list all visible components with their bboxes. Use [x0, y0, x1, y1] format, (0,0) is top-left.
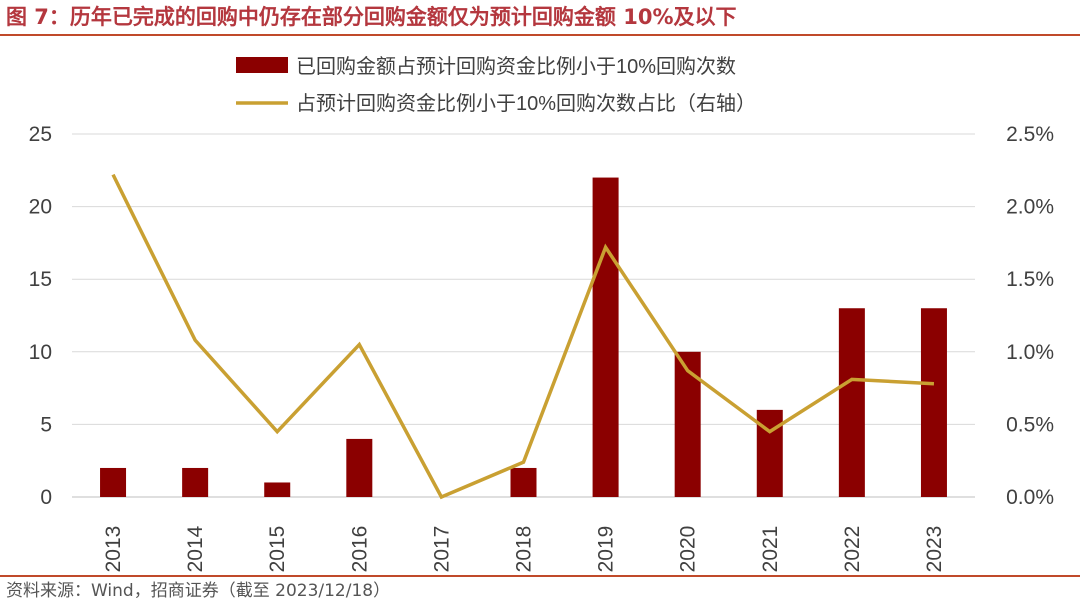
left-tick-label: 5: [40, 413, 52, 436]
x-tick-label: 2015: [266, 526, 289, 573]
figure-title: 图 7：历年已完成的回购中仍存在部分回购金额仅为预计回购金额 10%及以下: [6, 5, 737, 29]
right-tick-label: 0.5%: [1006, 413, 1054, 436]
x-tick-label: 2013: [102, 526, 125, 573]
x-tick-label: 2019: [595, 526, 618, 573]
right-tick-label: 2.0%: [1006, 196, 1054, 219]
left-tick-label: 15: [29, 268, 52, 291]
bar: [510, 467, 537, 497]
bar: [346, 438, 373, 497]
right-tick-label: 1.0%: [1006, 341, 1054, 364]
x-tick-label: 2016: [348, 526, 371, 573]
bar: [592, 177, 619, 497]
left-tick-label: 10: [29, 341, 52, 364]
left-tick-label: 0: [40, 486, 52, 509]
legend-line-label: 占预计回购资金比例小于10%回购次数占比（右轴）: [296, 92, 756, 115]
bar: [920, 308, 947, 497]
line-series: [111, 173, 935, 500]
source-rule: [0, 575, 1080, 577]
right-axis: 0.0% 0.5% 1.0% 1.5% 2.0% 2.5%: [1006, 123, 1054, 509]
legend-bar-swatch: [236, 57, 288, 73]
source-note: 资料来源：Wind，招商证券（截至 2023/12/18）: [6, 581, 391, 601]
left-tick-label: 20: [29, 196, 52, 219]
bar: [264, 482, 291, 497]
x-tick-label: 2023: [923, 526, 946, 573]
chart: 0 5 10 15 20 25 0.0% 0.5% 1.0% 1.5% 2.0% 2.5% 2013…: [29, 55, 1054, 572]
bar-series: [100, 177, 947, 497]
right-tick-label: 0.0%: [1006, 486, 1054, 509]
bar: [838, 308, 865, 497]
left-tick-label: 25: [29, 123, 52, 146]
title-rule: [0, 34, 1080, 36]
grid-lines: [72, 133, 975, 498]
legend: 已回购金额占预计回购资金比例小于10%回购次数 占预计回购资金比例小于10%回购…: [236, 55, 756, 115]
right-tick-label: 2.5%: [1006, 123, 1054, 146]
x-tick-label: 2014: [184, 525, 207, 572]
x-tick-label: 2020: [677, 526, 700, 573]
x-tick-label: 2017: [430, 526, 453, 573]
series-line: [111, 173, 935, 500]
x-axis: 2013 2014 2015 2016 2017 2018 2019 2020 2021 2022…: [102, 525, 946, 572]
bar: [674, 351, 701, 497]
right-tick-label: 1.5%: [1006, 268, 1054, 291]
x-tick-label: 2018: [513, 526, 536, 573]
x-tick-label: 2021: [759, 526, 782, 573]
x-tick-label: 2022: [841, 526, 864, 573]
legend-bar-label: 已回购金额占预计回购资金比例小于10%回购次数: [296, 55, 736, 78]
left-axis: 0 5 10 15 20 25: [29, 123, 52, 509]
bar: [182, 467, 209, 497]
bar: [100, 467, 127, 497]
